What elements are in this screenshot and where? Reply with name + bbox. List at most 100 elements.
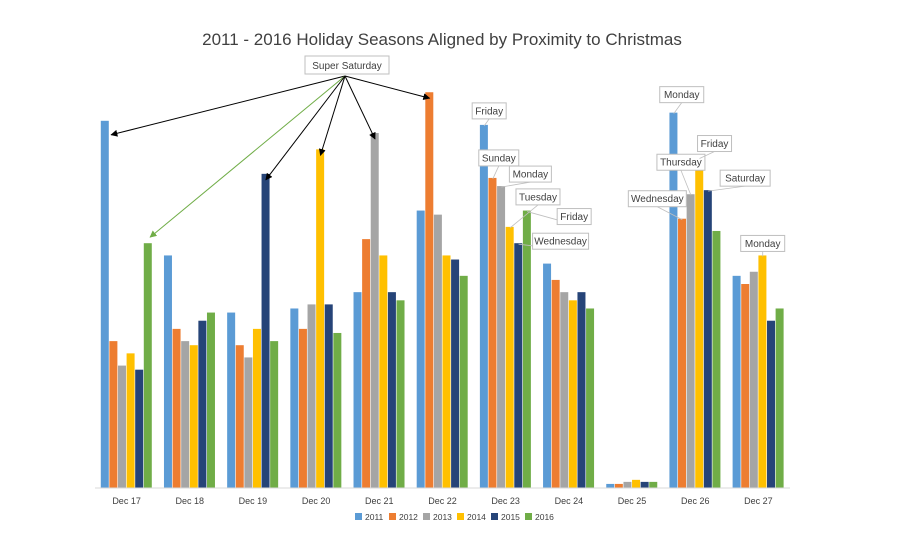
bar-dec-17-2011 <box>100 120 109 489</box>
day-callout-label: Friday <box>560 212 588 223</box>
bar-dec-22-2016 <box>459 275 468 488</box>
bar-dec-19-2015 <box>261 173 270 488</box>
legend-swatch-2016 <box>525 513 532 520</box>
chart-title: 2011 - 2016 Holiday Seasons Aligned by P… <box>202 30 682 49</box>
bar-dec-20-2016 <box>333 332 342 488</box>
day-callout-leader <box>680 170 692 196</box>
super-saturday-arrow <box>110 75 346 137</box>
super-saturday-arrow <box>265 75 346 181</box>
bar-dec-25-2015 <box>640 481 649 488</box>
bar-dec-17-2015 <box>135 369 144 488</box>
bar-dec-19-2014 <box>252 328 261 488</box>
x-tick-label: Dec 19 <box>239 496 268 506</box>
legend-label-2012: 2012 <box>399 512 418 522</box>
bar-dec-22-2012 <box>425 92 434 489</box>
day-callout-label: Wednesday <box>631 194 684 205</box>
day-callout-label: Wednesday <box>534 237 587 248</box>
bar-dec-23-2014 <box>505 226 514 488</box>
day-callout-box <box>627 190 687 208</box>
day-callout-box <box>478 149 520 167</box>
bar-dec-24-2014 <box>568 300 577 488</box>
bar-dec-19-2016 <box>270 341 279 488</box>
bar-dec-18-2015 <box>198 320 207 488</box>
day-callout-leader <box>501 181 531 188</box>
bar-dec-21-2013 <box>370 133 379 489</box>
x-tick-label: Dec 18 <box>176 496 205 506</box>
day-callout-label: Monday <box>513 170 549 181</box>
day-callout-box <box>719 169 771 187</box>
bar-dec-25-2012 <box>614 483 623 488</box>
day-callout-box <box>556 208 592 226</box>
day-callout-leader <box>708 185 746 192</box>
bar-dec-17-2016 <box>143 243 152 488</box>
bar-dec-21-2012 <box>362 239 371 488</box>
bar-dec-23-2015 <box>514 243 523 488</box>
x-tick-labels: Dec 17 Dec 18 Dec 19 Dec 20 Dec 21 Dec 22 Dec … <box>112 496 772 506</box>
day-callout-label: Monday <box>745 239 781 250</box>
bar-dec-19-2011 <box>227 312 236 488</box>
bar-dec-21-2016 <box>396 300 405 488</box>
day-callout-leader <box>483 118 490 127</box>
day-callout-box <box>656 153 706 171</box>
day-callout-box <box>697 135 733 153</box>
legend: 2011 2012 2013 2014 2015 2016 <box>355 512 554 522</box>
bar-dec-27-2012 <box>741 284 750 488</box>
bar-dec-25-2013 <box>623 481 632 488</box>
bar-dec-17-2012 <box>109 341 118 488</box>
bar-dec-18-2014 <box>189 345 198 488</box>
day-callout-label: Monday <box>664 90 700 101</box>
day-callout-leader <box>509 204 539 229</box>
super-saturday-arrow <box>344 75 431 101</box>
day-callout-label: Friday <box>701 139 729 150</box>
day-callout-box <box>659 86 705 104</box>
bar-dec-27-2013 <box>749 271 758 488</box>
bar-dec-23-2016 <box>522 210 531 488</box>
bar-dec-17-2014 <box>126 353 135 488</box>
day-callout-label: Friday <box>475 106 503 117</box>
bar-dec-23-2012 <box>488 177 497 489</box>
day-callout-leader <box>699 151 715 159</box>
bar-dec-18-2011 <box>163 255 172 488</box>
bar-dec-26-2011 <box>669 112 678 488</box>
bar-dec-21-2014 <box>379 255 388 488</box>
bar-dec-25-2016 <box>649 481 658 488</box>
bar-dec-18-2013 <box>181 341 190 488</box>
bar-dec-26-2016 <box>712 230 721 488</box>
day-callout-label: Tuesday <box>519 192 557 203</box>
legend-label-2013: 2013 <box>433 512 452 522</box>
bar-dec-21-2015 <box>387 292 396 488</box>
legend-label-2016: 2016 <box>535 512 554 522</box>
legend-swatch-2014 <box>457 513 464 520</box>
day-callout-leader <box>657 206 683 221</box>
super-saturday-arrow <box>318 75 346 157</box>
bars-layer <box>100 92 784 489</box>
bar-dec-19-2012 <box>235 345 244 488</box>
day-callout-leader <box>492 165 500 180</box>
x-tick-label: Dec 26 <box>681 496 710 506</box>
bar-dec-18-2012 <box>172 328 181 488</box>
bar-dec-22-2015 <box>451 259 460 488</box>
legend-swatch-2015 <box>491 513 498 520</box>
bar-dec-20-2013 <box>307 304 316 488</box>
bar-dec-27-2016 <box>775 308 784 488</box>
bar-dec-22-2011 <box>416 210 425 488</box>
bar-dec-24-2015 <box>577 292 586 488</box>
bar-dec-23-2013 <box>497 186 506 488</box>
x-tick-label: Dec 27 <box>744 496 773 506</box>
super-saturday-callout-box <box>304 55 390 75</box>
day-callout-box <box>515 188 561 206</box>
legend-swatch-2011 <box>355 513 362 520</box>
bar-dec-17-2013 <box>117 365 126 488</box>
bar-dec-20-2014 <box>316 149 325 489</box>
bar-dec-21-2011 <box>353 292 362 488</box>
day-callout-label: Thursday <box>660 158 702 169</box>
day-callout-box <box>740 234 786 252</box>
bar-dec-19-2013 <box>244 357 253 488</box>
day-callout-label: Saturday <box>725 174 765 185</box>
bar-dec-24-2013 <box>560 292 569 488</box>
bar-dec-18-2016 <box>206 312 215 488</box>
bar-dec-27-2011 <box>732 275 741 488</box>
bar-dec-26-2013 <box>686 194 695 489</box>
day-callout-box <box>508 165 552 183</box>
x-tick-label: Dec 22 <box>428 496 457 506</box>
